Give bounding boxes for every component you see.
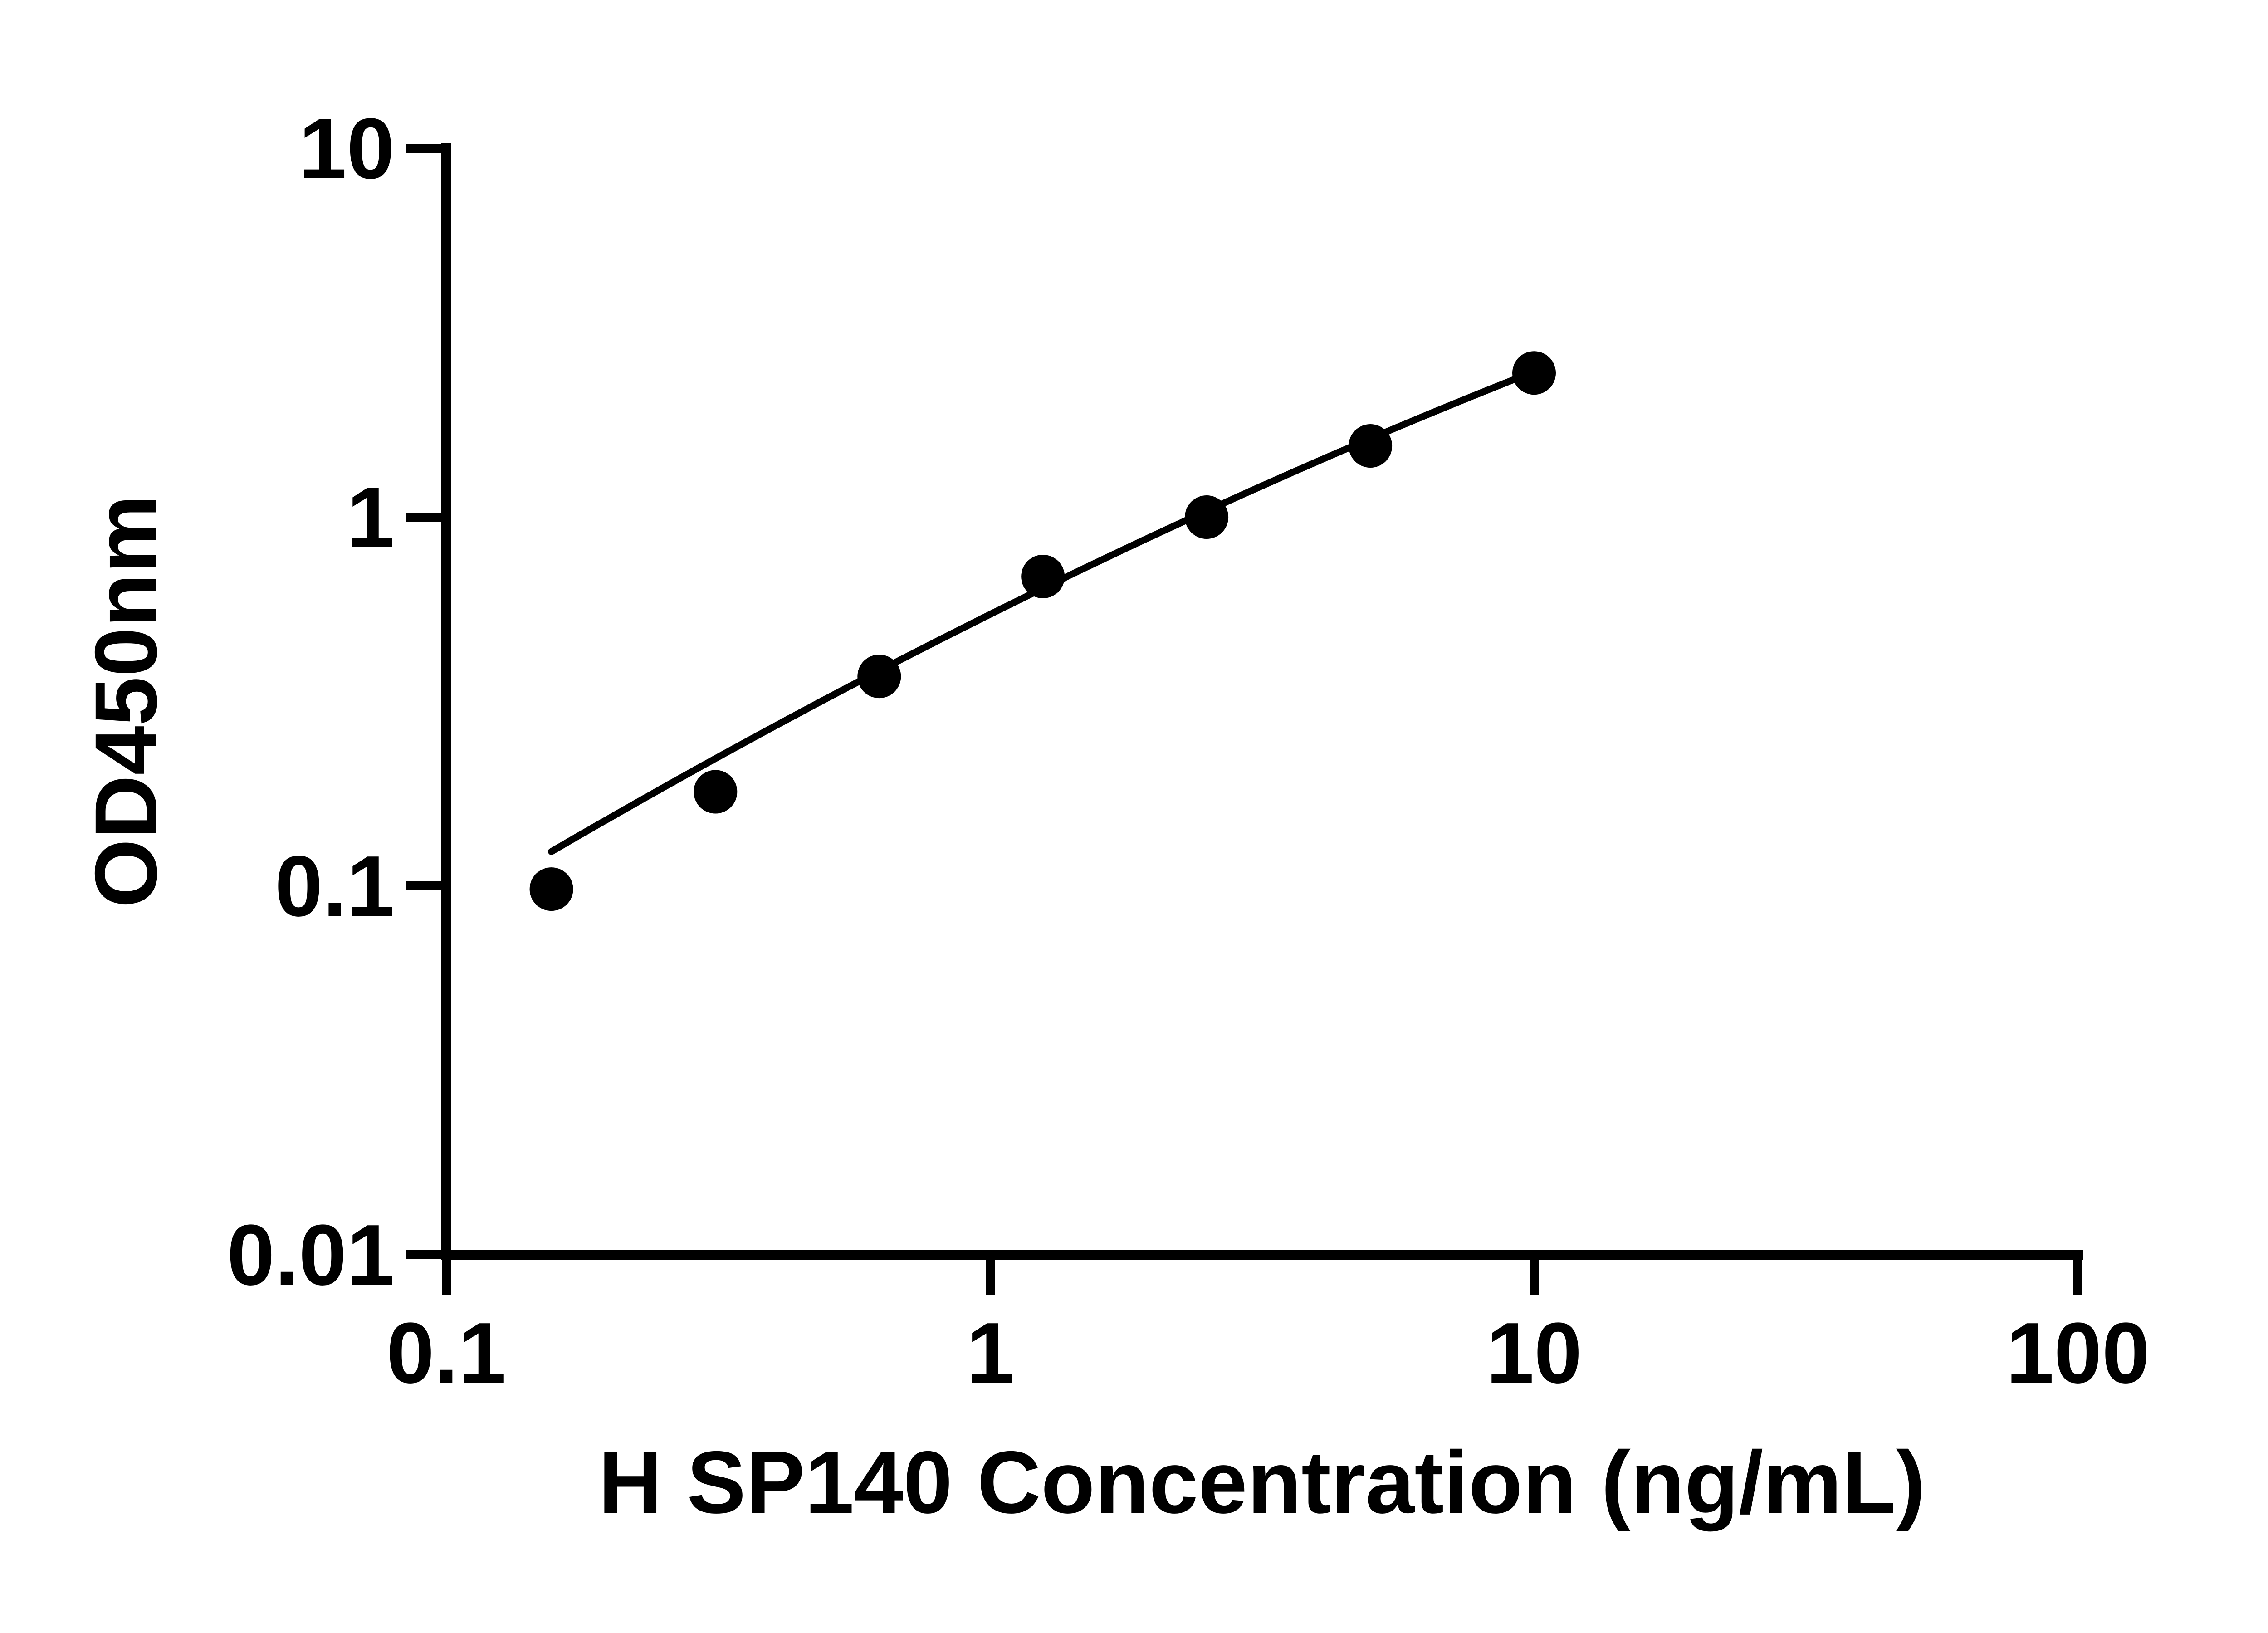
x-tick-label-100: 100 <box>2006 1305 2150 1401</box>
y-tick-label-0.01: 0.01 <box>227 1207 395 1303</box>
axes <box>406 143 2083 1295</box>
x-tick-label-10: 10 <box>1486 1305 1582 1401</box>
data-point-2 <box>694 770 738 814</box>
data-point-6 <box>1349 424 1393 468</box>
y-tick-label-0.1: 0.1 <box>275 838 395 934</box>
data-point-3 <box>857 655 901 699</box>
x-tick-label-1: 1 <box>966 1305 1014 1401</box>
data-series <box>529 351 1556 911</box>
x-tick-label-0.1: 0.1 <box>386 1305 506 1401</box>
data-point-7 <box>1512 351 1556 395</box>
y-tick-label-1: 1 <box>347 469 395 566</box>
data-point-4 <box>1021 555 1065 598</box>
y-axis-title: OD450nm <box>77 495 176 908</box>
y-tick-label-10: 10 <box>299 101 395 197</box>
data-point-5 <box>1185 495 1229 539</box>
data-point-1 <box>529 867 573 911</box>
x-axis-title: H SP140 Concentration (ng/mL) <box>598 1433 1925 1532</box>
